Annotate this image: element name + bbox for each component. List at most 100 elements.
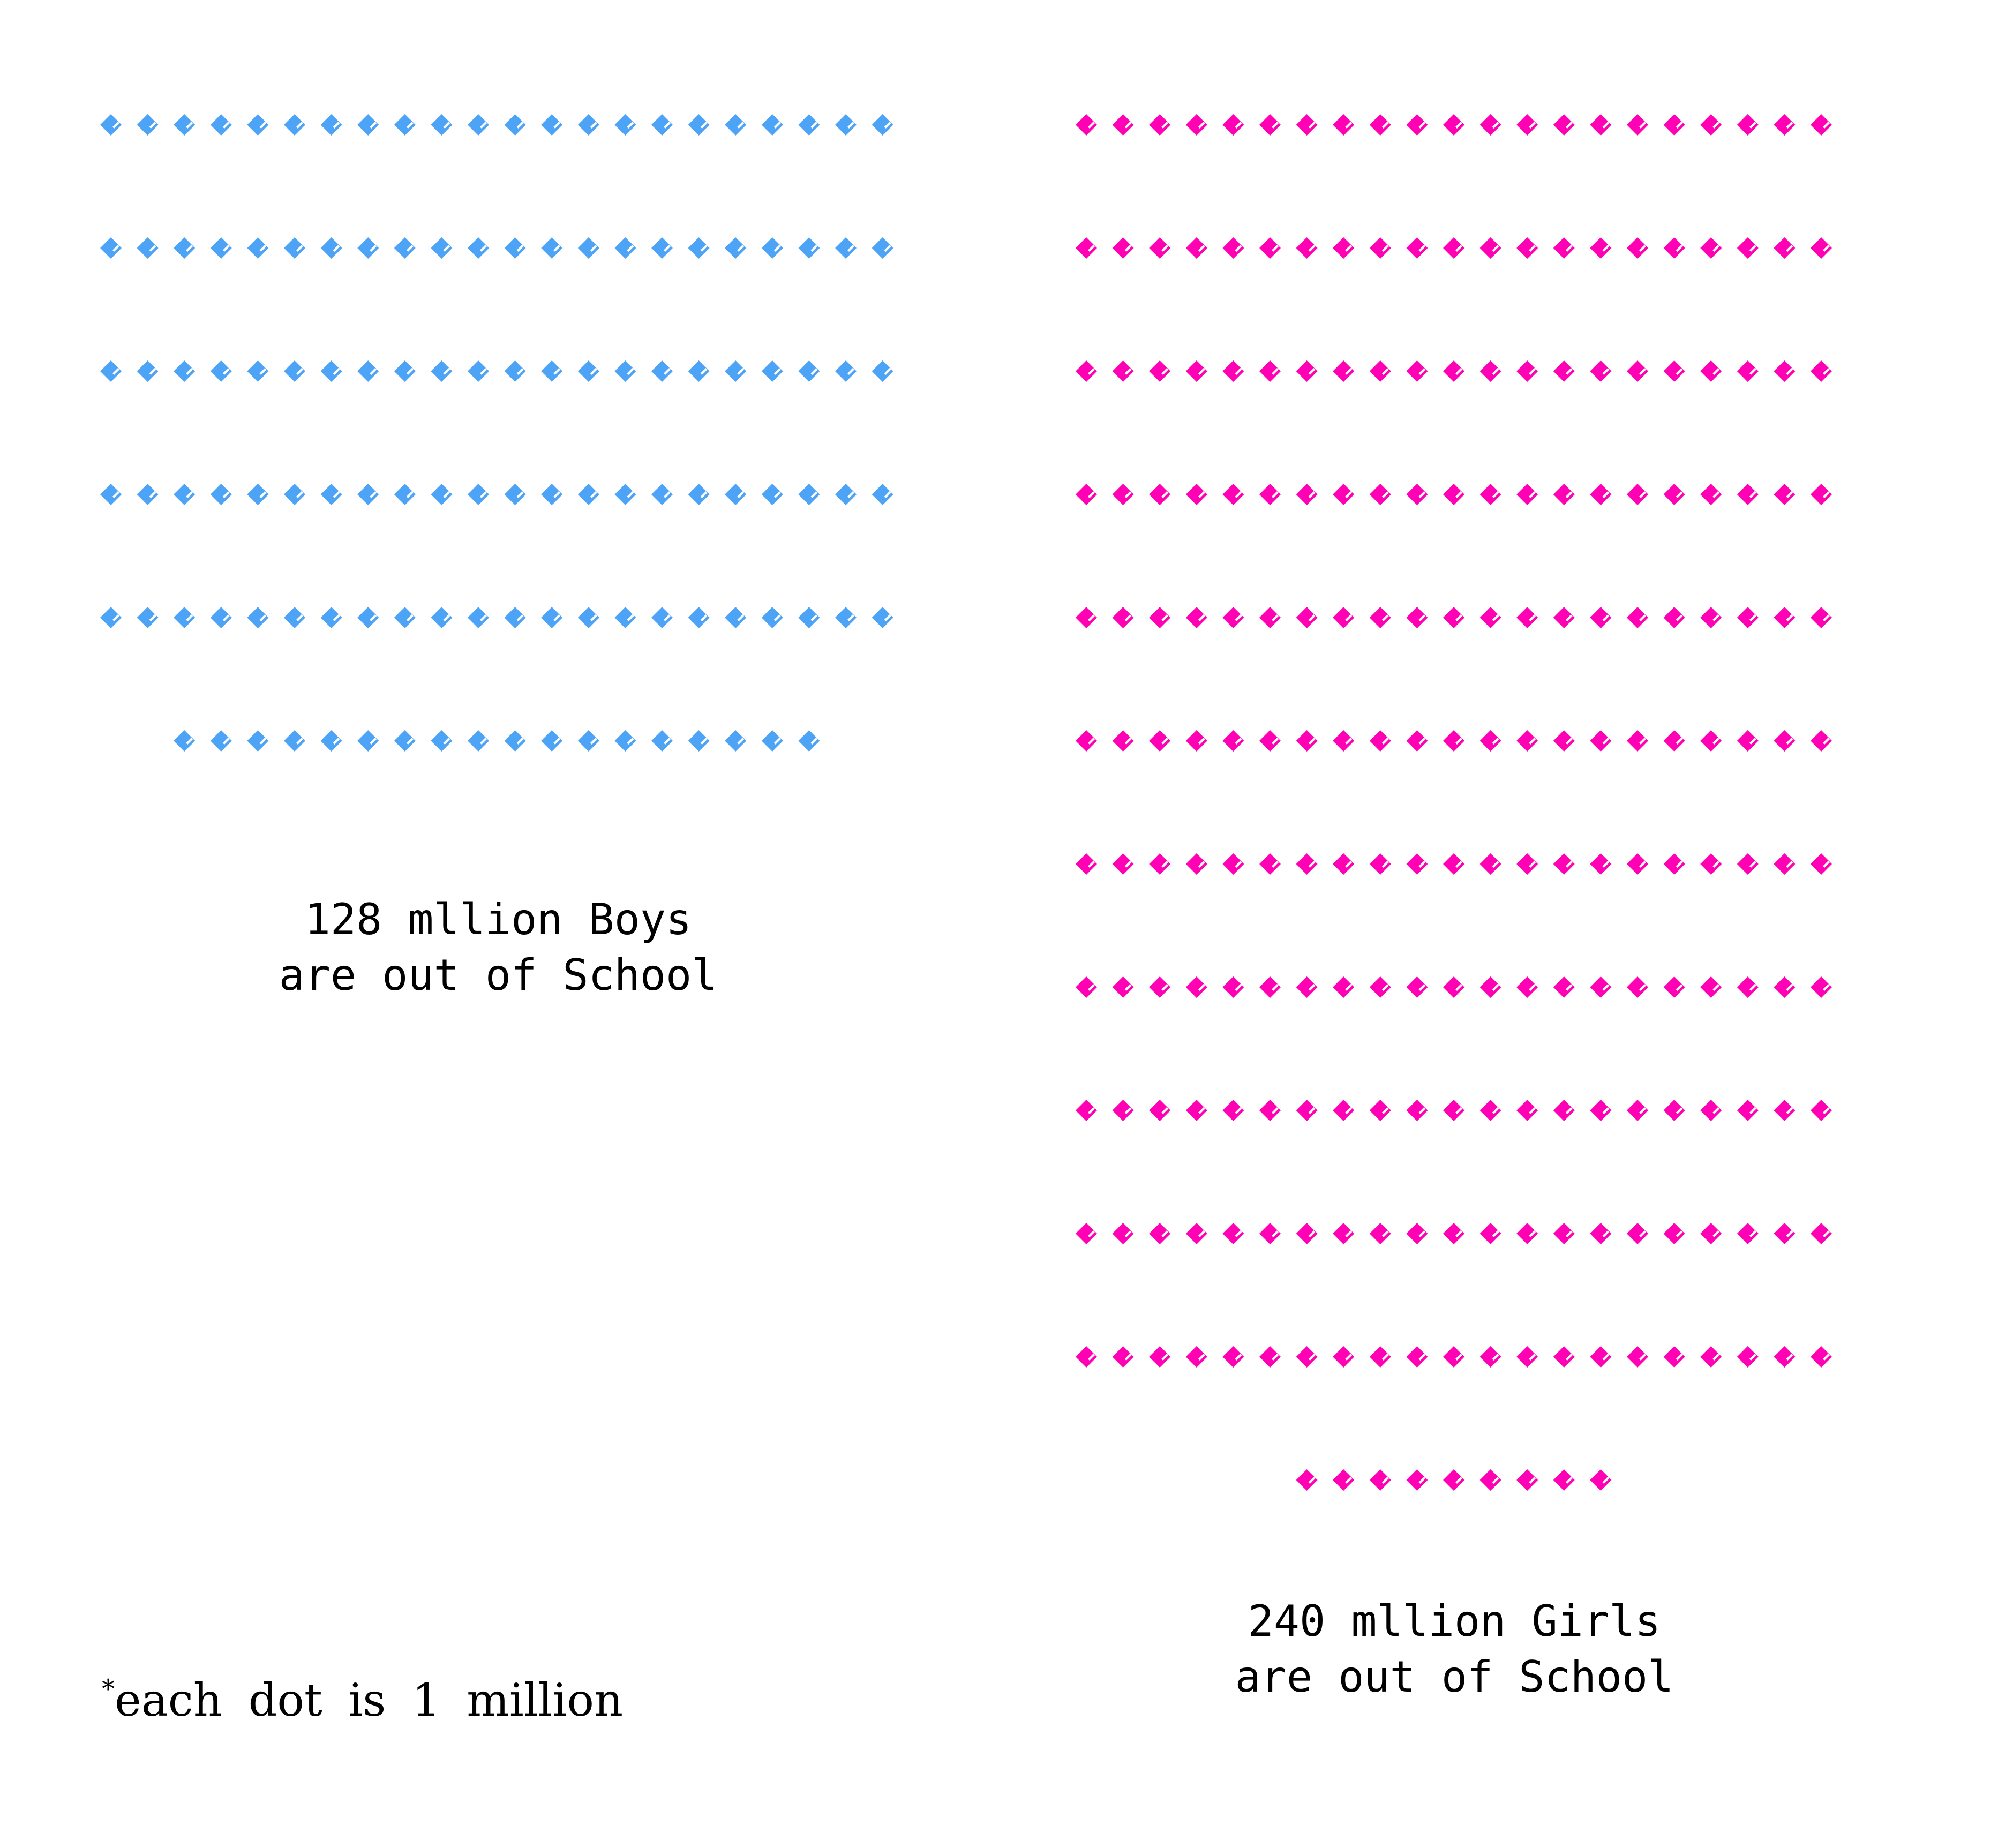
girls-dot <box>1516 1223 1538 1244</box>
boys-dot <box>100 484 122 505</box>
boys-dot <box>541 730 563 752</box>
boys-dot <box>504 360 526 382</box>
girls-dot <box>1737 360 1759 382</box>
girls-dot <box>1443 1223 1464 1244</box>
girls-dot <box>1185 237 1207 259</box>
boys-dot <box>284 237 305 259</box>
girls-dot <box>1222 730 1244 752</box>
girls-dot <box>1369 976 1391 998</box>
boys-dot <box>174 484 196 505</box>
girls-dot <box>1737 1100 1759 1121</box>
girls-dot <box>1296 1100 1318 1121</box>
girls-dot <box>1737 976 1759 998</box>
boys-dot <box>614 237 636 259</box>
girls-dot <box>1369 114 1391 136</box>
girls-dot <box>1443 853 1464 875</box>
boys-dot <box>725 237 747 259</box>
girls-dot <box>1296 360 1318 382</box>
girls-dot <box>1553 976 1575 998</box>
boys-dot <box>137 360 159 382</box>
boys-dot <box>468 360 489 382</box>
girls-dot <box>1149 730 1171 752</box>
girls-dot <box>1627 853 1648 875</box>
girls-dot <box>1553 360 1575 382</box>
girls-dot <box>1627 607 1648 628</box>
boys-dot <box>394 730 416 752</box>
boys-dot <box>137 484 159 505</box>
boys-dot <box>247 730 269 752</box>
girls-dot <box>1811 1346 1832 1368</box>
boys-dot <box>872 114 893 136</box>
girls-dot <box>1516 607 1538 628</box>
boys-dot <box>761 114 783 136</box>
girls-dot <box>1076 853 1097 875</box>
girls-dot <box>1369 1469 1391 1491</box>
girls-dot <box>1774 976 1796 998</box>
girls-dot <box>1259 730 1281 752</box>
girls-dot <box>1479 1100 1501 1121</box>
girls-dot <box>1259 360 1281 382</box>
girls-dot <box>1222 1346 1244 1368</box>
girls-dot <box>1774 237 1796 259</box>
boys-dot <box>651 484 673 505</box>
boys-dot <box>174 607 196 628</box>
girls-dot <box>1774 1223 1796 1244</box>
girls-dot <box>1406 1223 1428 1244</box>
girls-dot <box>1811 853 1832 875</box>
girls-dot <box>1516 1100 1538 1121</box>
girls-dot <box>1333 114 1355 136</box>
boys-dot <box>651 114 673 136</box>
girls-dot <box>1296 1469 1318 1491</box>
girls-dot <box>1516 1469 1538 1491</box>
girls-dot <box>1333 607 1355 628</box>
girls-dot <box>1406 1469 1428 1491</box>
girls-dot <box>1479 607 1501 628</box>
girls-dot <box>1553 1100 1575 1121</box>
boys-dot-grid <box>100 114 893 752</box>
boys-dot <box>394 360 416 382</box>
boys-dot <box>247 114 269 136</box>
boys-dot <box>651 730 673 752</box>
boys-dot <box>872 237 893 259</box>
boys-dot <box>100 237 122 259</box>
boys-dot <box>468 114 489 136</box>
girls-dot <box>1296 607 1318 628</box>
boys-dot <box>541 114 563 136</box>
boys-dot <box>174 730 196 752</box>
boys-dot <box>174 360 196 382</box>
boys-dot <box>577 360 599 382</box>
girls-dot <box>1185 1100 1207 1121</box>
girls-dot <box>1369 853 1391 875</box>
footnote-marker: * <box>102 1674 115 1704</box>
girls-dot <box>1700 114 1722 136</box>
boys-dot <box>431 360 453 382</box>
girls-dot <box>1112 484 1134 505</box>
girls-dot <box>1443 730 1464 752</box>
boys-dot <box>798 607 820 628</box>
boys-dot <box>541 484 563 505</box>
girls-dot <box>1112 237 1134 259</box>
girls-dot <box>1443 976 1464 998</box>
boys-dot <box>210 114 232 136</box>
boys-dot <box>320 360 342 382</box>
girls-dot <box>1553 237 1575 259</box>
boys-dot <box>320 114 342 136</box>
girls-dot <box>1149 853 1171 875</box>
girls-dot <box>1222 976 1244 998</box>
girls-dot <box>1737 1223 1759 1244</box>
boys-caption: 128 mllion Boys are out of School <box>204 892 793 1003</box>
girls-dot <box>1663 976 1685 998</box>
boys-dot <box>468 730 489 752</box>
girls-dot <box>1333 484 1355 505</box>
girls-dot <box>1149 976 1171 998</box>
girls-dot <box>1663 484 1685 505</box>
girls-dot <box>1663 114 1685 136</box>
girls-dot <box>1149 360 1171 382</box>
girls-dot <box>1406 976 1428 998</box>
boys-dot <box>798 360 820 382</box>
boys-dot <box>174 237 196 259</box>
girls-dot <box>1076 360 1097 382</box>
girls-dot <box>1185 114 1207 136</box>
girls-dot <box>1112 114 1134 136</box>
girls-caption-line-1: 240 mllion Girls <box>1248 1596 1661 1646</box>
